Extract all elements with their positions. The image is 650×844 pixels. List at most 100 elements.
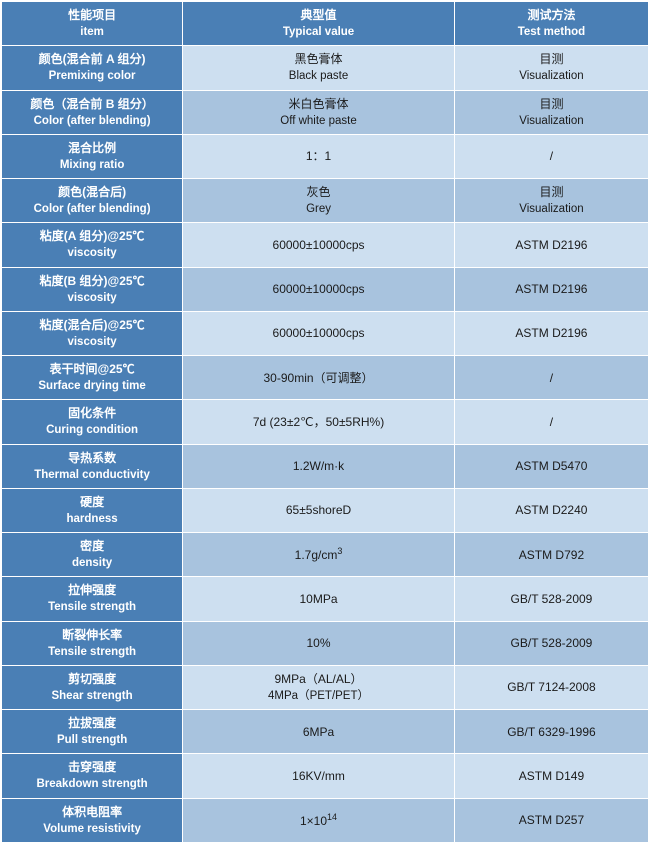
- row-label-cn: 固化条件: [68, 406, 116, 420]
- row-label: 拉伸强度Tensile strength: [2, 577, 183, 621]
- row-label-cn: 颜色（混合前 B 组分）: [30, 97, 153, 111]
- row-label: 粘度(A 组分)@25℃viscosity: [2, 223, 183, 267]
- row-label-cn: 粘度(混合后)@25℃: [40, 318, 145, 332]
- row-value-main: 1×1014: [300, 814, 337, 828]
- row-label-cn: 混合比例: [68, 141, 116, 155]
- row-value: 10MPa: [183, 577, 455, 621]
- row-label: 粘度(B 组分)@25℃ viscosity: [2, 267, 183, 311]
- row-label: 粘度(混合后)@25℃ viscosity: [2, 311, 183, 355]
- row-test-main: GB/T 528-2009: [511, 636, 593, 650]
- row-test-main: ASTM D2240: [515, 503, 587, 517]
- row-label-cn: 击穿强度: [68, 760, 116, 774]
- row-value: 1.2W/m·k: [183, 444, 455, 488]
- row-value: 6MPa: [183, 710, 455, 754]
- row-label-en: Surface drying time: [8, 378, 176, 395]
- row-test-main: ASTM D149: [519, 769, 584, 783]
- row-value-sub: Off white paste: [189, 113, 448, 130]
- table-row: 混合比例Mixing ratio1：1/: [2, 134, 649, 178]
- row-value: 1×1014: [183, 798, 455, 842]
- table-row: 颜色(混合后)Color (after blending)灰色Grey目测Vis…: [2, 179, 649, 223]
- row-test-main: /: [550, 415, 553, 429]
- row-value: 30-90min（可调整）: [183, 356, 455, 400]
- row-label: 混合比例Mixing ratio: [2, 134, 183, 178]
- row-value-main: 30-90min（可调整）: [264, 371, 374, 385]
- row-label-cn: 剪切强度: [68, 672, 116, 686]
- row-label: 密度density: [2, 533, 183, 577]
- row-label-cn: 粘度(B 组分)@25℃: [40, 274, 145, 288]
- spec-table: 性能项目 item 典型值 Typical value 测试方法 Test me…: [1, 1, 649, 843]
- row-test-main: 目测: [539, 52, 563, 66]
- row-label: 硬度 hardness: [2, 488, 183, 532]
- row-value: 7d (23±2℃，50±5RH%): [183, 400, 455, 444]
- row-value-main: 1.7g/cm3: [295, 548, 343, 562]
- row-label-en: viscosity: [8, 334, 176, 351]
- row-value: 米白色膏体Off white paste: [183, 90, 455, 134]
- row-value: 10%: [183, 621, 455, 665]
- table-row: 密度density 1.7g/cm3 ASTM D792: [2, 533, 649, 577]
- row-value: 60000±10000cps: [183, 311, 455, 355]
- row-test-main: 目测: [539, 97, 563, 111]
- header-value-en: Typical value: [189, 24, 448, 41]
- row-label: 颜色(混合后) Color (after blending): [2, 179, 183, 223]
- table-row: 颜色(混合前 A 组分)Premixing color黑色膏体Black pas…: [2, 46, 649, 90]
- table-row: 表干时间@25℃ Surface drying time 30-90min（可调整）…: [2, 356, 649, 400]
- row-value: 60000±10000cps: [183, 223, 455, 267]
- row-test-main: GB/T 528-2009: [511, 592, 593, 606]
- row-label: 表干时间@25℃ Surface drying time: [2, 356, 183, 400]
- table-row: 体积电阻率Volume resistivity1×1014ASTM D257: [2, 798, 649, 842]
- table-row: 粘度(B 组分)@25℃viscosity60000±10000cpsASTM …: [2, 267, 649, 311]
- row-label-cn: 表干时间@25℃: [50, 362, 135, 376]
- header-test-cn: 测试方法: [527, 8, 575, 22]
- row-test-main: ASTM D257: [519, 813, 584, 827]
- row-test-main: ASTM D2196: [515, 238, 587, 252]
- row-test-main: ASTM D792: [519, 548, 584, 562]
- row-label: 剪切强度Shear strength: [2, 665, 183, 709]
- row-test-main: 目测: [539, 185, 563, 199]
- row-test-sub: Visualization: [461, 68, 642, 85]
- row-test: /: [454, 400, 648, 444]
- row-label-en: Curing condition: [8, 422, 176, 439]
- header-value-cn: 典型值: [301, 8, 337, 22]
- row-test: ASTM D257: [454, 798, 648, 842]
- row-value-sub: Black paste: [189, 68, 448, 85]
- header-value: 典型值 Typical value: [183, 2, 455, 46]
- header-item: 性能项目 item: [2, 2, 183, 46]
- row-test-main: GB/T 7124-2008: [507, 680, 596, 694]
- row-test: ASTM D2196: [454, 311, 648, 355]
- row-value: 黑色膏体Black paste: [183, 46, 455, 90]
- row-label-en: Color (after blending): [8, 201, 176, 218]
- row-value-main: 60000±10000cps: [273, 282, 365, 296]
- row-label-en: density: [8, 555, 176, 572]
- row-value-main: 6MPa: [303, 725, 334, 739]
- row-label-en: Pull strength: [8, 732, 176, 749]
- row-test: /: [454, 356, 648, 400]
- row-value-main: 9MPa（AL/AL）: [275, 672, 363, 686]
- row-value: 1：1: [183, 134, 455, 178]
- row-label-en: hardness: [8, 511, 176, 528]
- row-label-cn: 硬度: [80, 495, 104, 509]
- row-test: ASTM D5470: [454, 444, 648, 488]
- table-row: 剪切强度Shear strength9MPa（AL/AL）4MPa（PET/PE…: [2, 665, 649, 709]
- header-test-en: Test method: [461, 24, 642, 41]
- row-test: ASTM D149: [454, 754, 648, 798]
- row-test-main: ASTM D5470: [515, 459, 587, 473]
- row-label-en: Color (after blending): [8, 113, 176, 130]
- header-row: 性能项目 item 典型值 Typical value 测试方法 Test me…: [2, 2, 649, 46]
- row-value-main: 60000±10000cps: [273, 238, 365, 252]
- row-label-cn: 颜色(混合后): [58, 185, 126, 199]
- row-label-cn: 颜色(混合前 A 组分): [39, 52, 146, 66]
- row-label-en: Thermal conductivity: [8, 467, 176, 484]
- row-label-en: viscosity: [8, 290, 176, 307]
- row-label-cn: 断裂伸长率: [62, 628, 122, 642]
- row-label-en: Volume resistivity: [8, 821, 176, 838]
- row-test: 目测 Visualization: [454, 46, 648, 90]
- row-test: ASTM D792: [454, 533, 648, 577]
- row-value-main: 1.2W/m·k: [293, 459, 344, 473]
- table-row: 粘度(混合后)@25℃ viscosity 60000±10000cpsASTM D…: [2, 311, 649, 355]
- row-value: 灰色Grey: [183, 179, 455, 223]
- row-test: GB/T 528-2009: [454, 621, 648, 665]
- table-row: 拉伸强度Tensile strength10MPa GB/T 528-2009: [2, 577, 649, 621]
- row-value: 16KV/mm: [183, 754, 455, 798]
- table-row: 断裂伸长率Tensile strength10%GB/T 528-2009: [2, 621, 649, 665]
- row-test: GB/T 528-2009: [454, 577, 648, 621]
